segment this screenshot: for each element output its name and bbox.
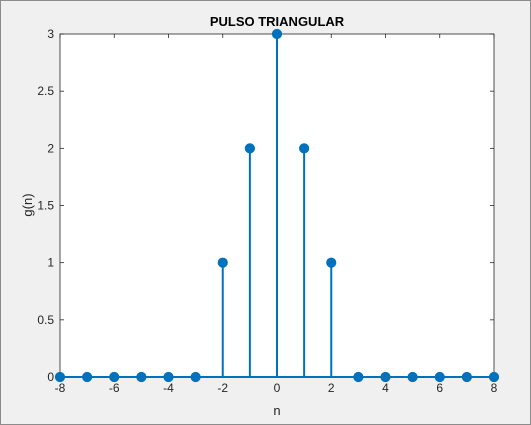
stem-marker — [244, 143, 255, 154]
stem-marker — [380, 371, 391, 383]
stem-marker — [217, 257, 228, 268]
x-tick-label: -8 — [55, 381, 66, 395]
stem-marker — [54, 371, 66, 383]
y-tick-label: 3 — [47, 27, 54, 41]
x-tick-label: 6 — [436, 381, 443, 395]
y-ticks: 0 0.5 1 1.5 2 2.5 3 — [37, 27, 494, 384]
stem-marker — [407, 371, 418, 383]
stem-marker — [190, 371, 201, 383]
chart-title: PULSO TRIANGULAR — [210, 14, 345, 29]
stem-marker — [461, 371, 472, 383]
stem-marker — [434, 371, 445, 383]
y-tick-label: 1 — [47, 256, 54, 270]
stem-marker — [271, 28, 283, 40]
stem-series — [54, 28, 500, 383]
y-tick-label: 0 — [47, 370, 54, 384]
stem-marker — [82, 371, 93, 383]
x-tick-label: -4 — [163, 381, 174, 395]
stem-marker — [136, 371, 147, 383]
x-tick-label: 2 — [328, 381, 335, 395]
y-tick-label: 0.5 — [37, 313, 54, 327]
y-tick-label: 2 — [47, 141, 54, 155]
stem-marker — [488, 371, 500, 383]
stem-marker — [163, 371, 174, 383]
stem-marker — [353, 371, 364, 383]
y-axis-label: g(n) — [20, 193, 35, 216]
x-tick-label: -6 — [109, 381, 120, 395]
x-tick-label: 4 — [382, 381, 389, 395]
y-tick-label: 1.5 — [37, 199, 54, 213]
stem-marker — [299, 143, 310, 154]
stem-marker — [109, 371, 120, 383]
y-tick-label: 2.5 — [37, 84, 54, 98]
stem-marker — [326, 257, 337, 268]
x-axis-label: n — [273, 403, 280, 418]
x-tick-label: -2 — [217, 381, 228, 395]
x-tick-label: 8 — [491, 381, 498, 395]
x-tick-label: 0 — [274, 381, 281, 395]
